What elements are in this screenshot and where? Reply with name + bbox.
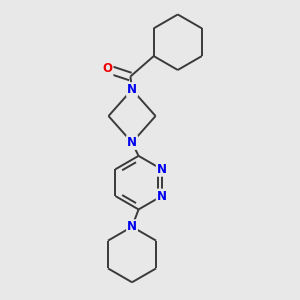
Text: N: N bbox=[127, 136, 137, 149]
Text: O: O bbox=[103, 62, 112, 76]
Text: N: N bbox=[157, 163, 167, 176]
Text: N: N bbox=[157, 190, 167, 202]
Text: N: N bbox=[127, 83, 137, 96]
Text: N: N bbox=[127, 220, 137, 233]
